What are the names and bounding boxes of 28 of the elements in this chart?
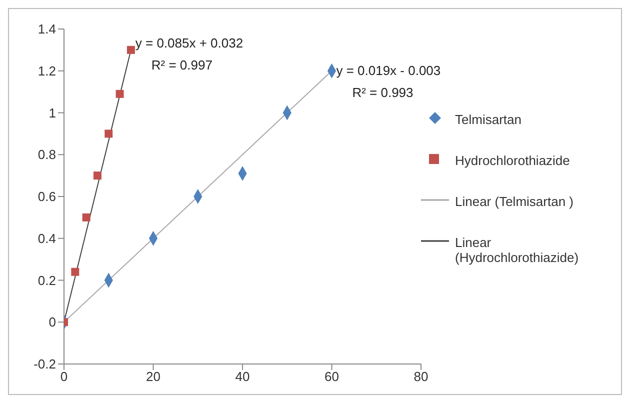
y-tick-label: 0.2	[38, 272, 56, 288]
y-tick-label: 1.2	[38, 63, 56, 78]
x-tick-label: 20	[146, 369, 160, 384]
x-tick-label: 60	[324, 369, 339, 384]
annotation: y = 0.085x + 0.032	[135, 36, 244, 51]
point	[116, 90, 124, 98]
annotation: R² = 0.993	[352, 84, 414, 100]
point	[71, 268, 80, 276]
annotation: R² = 0.997	[151, 58, 212, 73]
y-tick-label: 1	[48, 105, 56, 120]
legend-label: Hydrochlorothiazide	[455, 153, 570, 168]
point	[93, 172, 102, 180]
y-tick-label: 1.4	[38, 22, 56, 37]
y-tick-label: 0.6	[38, 189, 56, 204]
x-tick-label: 80	[414, 369, 428, 384]
legend-label: Linear (Telmisartan )	[455, 194, 574, 209]
y-tick-label: 0.8	[38, 147, 56, 162]
x-tick-label: 40	[235, 369, 250, 384]
y-tick-label: 0	[48, 314, 56, 330]
point	[126, 46, 135, 54]
x-tick-label: 0	[60, 369, 68, 384]
legend-label: Linear (Hydrochlorothiazide)	[455, 235, 580, 265]
y-tick-label: -0.2	[34, 356, 56, 372]
point	[82, 213, 90, 222]
point	[104, 130, 113, 138]
legend-label: Telmisartan	[455, 112, 522, 127]
y-tick-label: 0.4	[38, 230, 56, 246]
annotation: y = 0.019x - 0.003	[336, 62, 441, 78]
